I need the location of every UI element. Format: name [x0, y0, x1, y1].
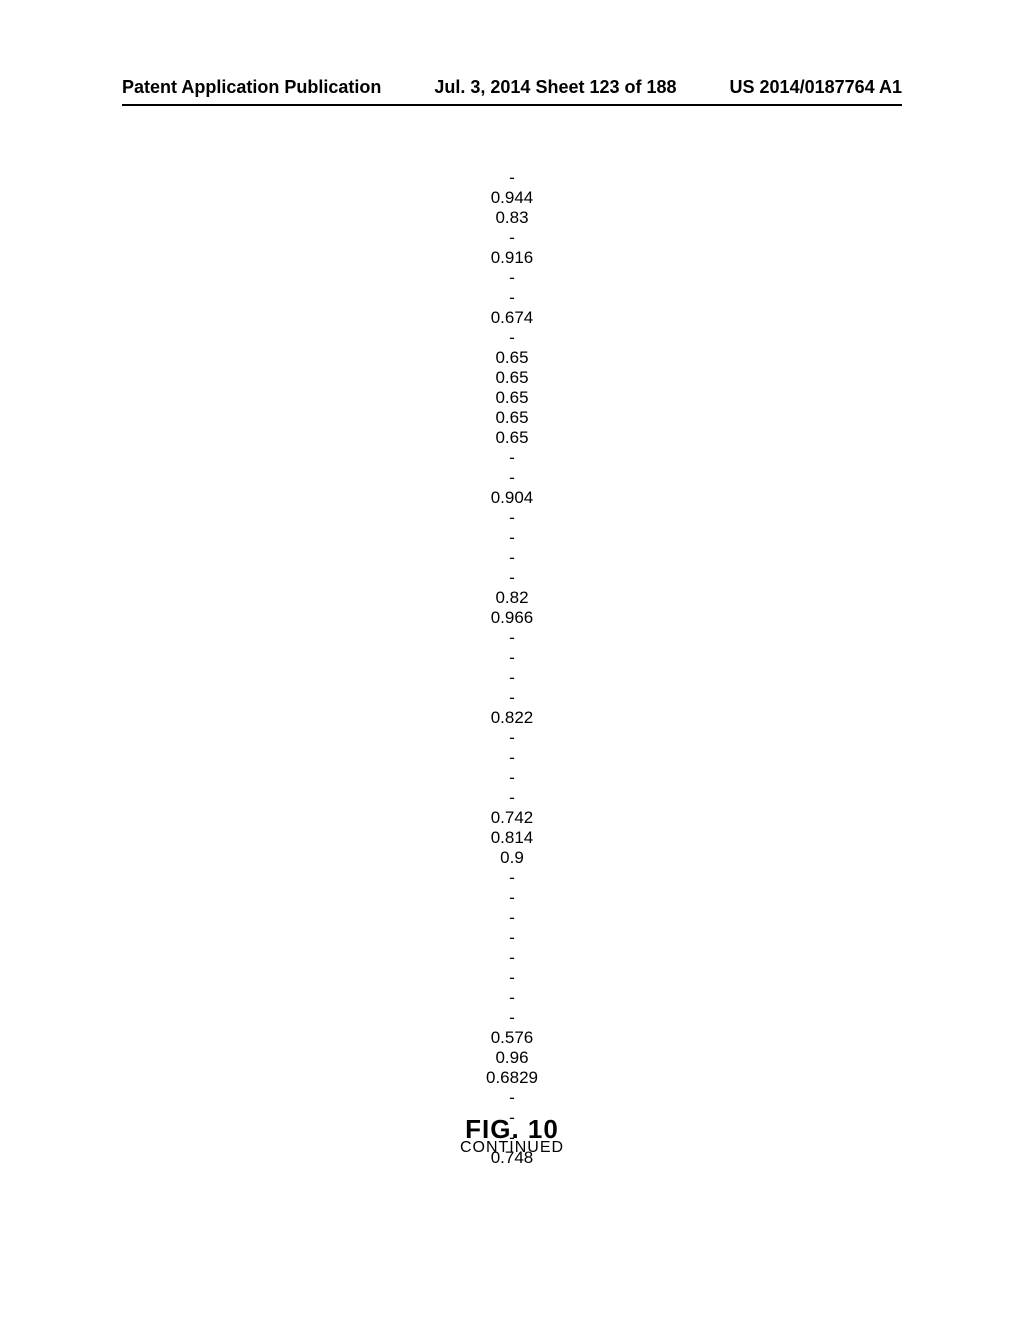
- data-value: 0.96: [495, 1048, 528, 1068]
- data-value: -: [509, 288, 515, 308]
- header-left: Patent Application Publication: [122, 77, 381, 98]
- figure-label: FIG. 10 CONTINUED: [0, 1116, 1024, 1156]
- data-value: 0.814: [491, 828, 534, 848]
- header-right: US 2014/0187764 A1: [730, 77, 902, 98]
- data-value: -: [509, 1008, 515, 1028]
- data-value: -: [509, 908, 515, 928]
- data-value: 0.65: [495, 368, 528, 388]
- data-value: -: [509, 928, 515, 948]
- data-value: 0.822: [491, 708, 534, 728]
- data-value: -: [509, 508, 515, 528]
- data-value: -: [509, 528, 515, 548]
- data-value: -: [509, 988, 515, 1008]
- data-value: -: [509, 768, 515, 788]
- data-value: 0.966: [491, 608, 534, 628]
- page-header: Patent Application Publication Jul. 3, 2…: [0, 77, 1024, 98]
- data-value: -: [509, 628, 515, 648]
- data-value: 0.674: [491, 308, 534, 328]
- data-value: -: [509, 1088, 515, 1108]
- data-value: 0.904: [491, 488, 534, 508]
- data-value: -: [509, 788, 515, 808]
- data-value: 0.9: [500, 848, 524, 868]
- data-value: -: [509, 648, 515, 668]
- data-value: 0.65: [495, 428, 528, 448]
- header-center: Jul. 3, 2014 Sheet 123 of 188: [434, 77, 676, 98]
- data-value: -: [509, 468, 515, 488]
- data-value: -: [509, 548, 515, 568]
- data-value: -: [509, 888, 515, 908]
- data-value: 0.576: [491, 1028, 534, 1048]
- data-value: -: [509, 448, 515, 468]
- data-value: 0.83: [495, 208, 528, 228]
- data-column: -0.9440.83-0.916--0.674-0.650.650.650.65…: [0, 168, 1024, 1168]
- data-value: 0.65: [495, 388, 528, 408]
- data-value: 0.6829: [486, 1068, 538, 1088]
- data-value: 0.916: [491, 248, 534, 268]
- data-value: -: [509, 948, 515, 968]
- data-value: 0.65: [495, 408, 528, 428]
- data-value: -: [509, 268, 515, 288]
- data-value: -: [509, 168, 515, 188]
- data-value: 0.944: [491, 188, 534, 208]
- data-value: -: [509, 668, 515, 688]
- figure-subtitle: CONTINUED: [0, 1140, 1024, 1156]
- data-value: -: [509, 328, 515, 348]
- data-value: 0.82: [495, 588, 528, 608]
- data-value: 0.65: [495, 348, 528, 368]
- data-value: -: [509, 968, 515, 988]
- data-value: -: [509, 688, 515, 708]
- data-value: -: [509, 748, 515, 768]
- data-value: -: [509, 868, 515, 888]
- data-value: -: [509, 228, 515, 248]
- data-value: -: [509, 568, 515, 588]
- data-value: -: [509, 728, 515, 748]
- header-divider: [122, 104, 902, 106]
- data-value: 0.742: [491, 808, 534, 828]
